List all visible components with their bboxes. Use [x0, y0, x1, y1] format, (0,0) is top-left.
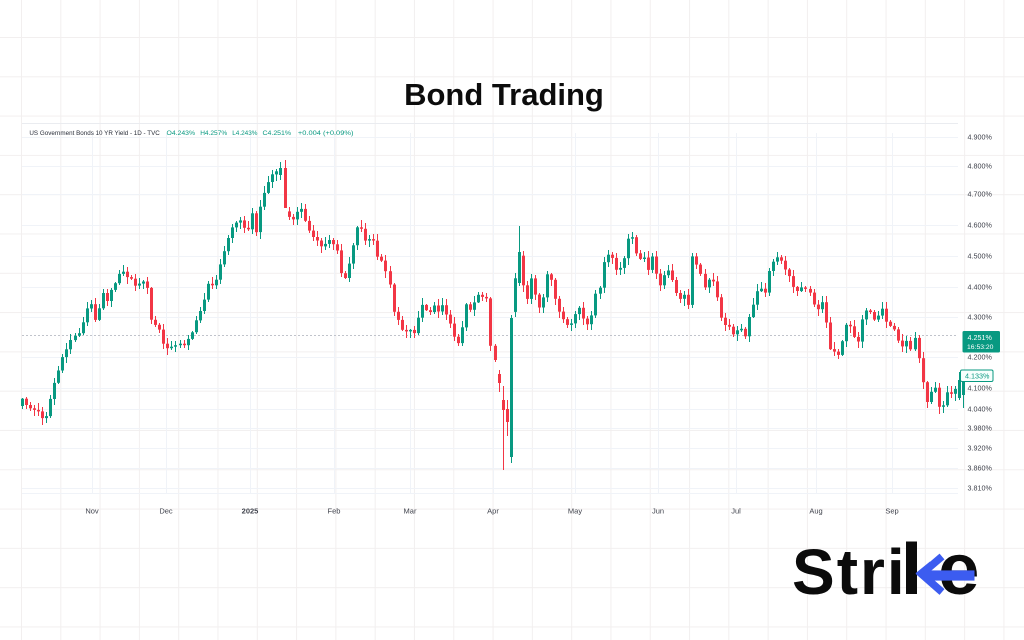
svg-text:4.900%: 4.900% [968, 133, 993, 142]
svg-text:4.300%: 4.300% [968, 313, 993, 322]
svg-text:4.700%: 4.700% [968, 190, 993, 199]
svg-text:Sep: Sep [885, 507, 898, 516]
svg-text:H4.257%: H4.257% [200, 130, 227, 137]
svg-text:4.400%: 4.400% [968, 283, 993, 292]
svg-text:Feb: Feb [328, 507, 341, 516]
svg-text:Stri: Stri [792, 536, 907, 608]
svg-text:Mar: Mar [404, 507, 417, 516]
svg-text:Dec: Dec [159, 507, 173, 516]
svg-text:L4.243%: L4.243% [232, 130, 257, 137]
svg-text:4.251%: 4.251% [968, 333, 993, 342]
svg-text:US Government Bonds 10 YR Yiel: US Government Bonds 10 YR Yield - 1D - T… [29, 130, 159, 137]
svg-text:3.860%: 3.860% [968, 464, 993, 473]
svg-text:3.810%: 3.810% [968, 484, 993, 493]
svg-text:2025: 2025 [242, 507, 259, 516]
svg-text:4.133%: 4.133% [965, 372, 990, 381]
svg-text:May: May [568, 507, 582, 516]
svg-text:4.040%: 4.040% [968, 405, 993, 414]
svg-text:C4.251%: C4.251% [263, 130, 292, 137]
svg-text:Nov: Nov [85, 507, 99, 516]
svg-text:Jul: Jul [731, 507, 741, 516]
svg-text:Apr: Apr [487, 507, 499, 516]
svg-text:3.980%: 3.980% [968, 424, 993, 433]
svg-text:4.600%: 4.600% [968, 221, 993, 230]
svg-text:+0.004 (+0.09%): +0.004 (+0.09%) [298, 130, 354, 137]
svg-text:4.200%: 4.200% [968, 353, 993, 362]
svg-text:e: e [938, 530, 980, 610]
svg-text:3.920%: 3.920% [968, 444, 993, 453]
svg-text:O4.243%: O4.243% [167, 130, 196, 137]
svg-text:4.800%: 4.800% [968, 162, 993, 171]
svg-text:Jun: Jun [652, 507, 664, 516]
svg-text:Aug: Aug [809, 507, 822, 516]
svg-text:4.100%: 4.100% [968, 384, 993, 393]
svg-text:4.500%: 4.500% [968, 252, 993, 261]
svg-text:16:53:20: 16:53:20 [967, 344, 994, 351]
